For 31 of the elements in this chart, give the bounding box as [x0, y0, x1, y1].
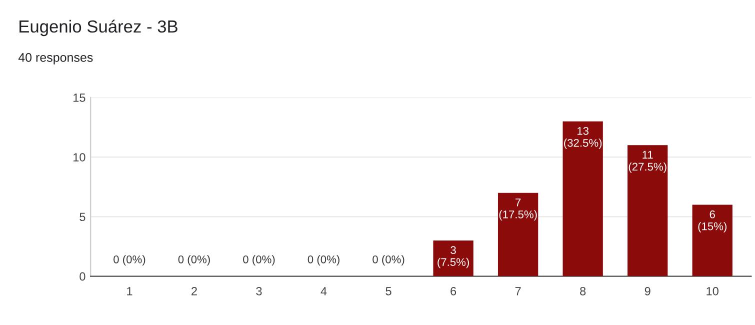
x-tick-label: 1	[127, 287, 132, 296]
chart-title: Eugenio Suárez - 3B	[20, 20, 178, 36]
data-label: 0 (0%)	[243, 255, 275, 266]
y-tick-label: 0	[80, 272, 86, 281]
data-label: 3 (7.5%)	[438, 246, 469, 268]
y-tick-label: 15	[74, 94, 86, 102]
x-tick-label: 8	[580, 286, 586, 296]
bar	[433, 240, 474, 276]
data-label: 13 (32.5%)	[564, 126, 602, 150]
x-tick-label: 2	[192, 286, 197, 296]
data-label: 0 (0%)	[178, 255, 210, 266]
data-label: 0 (0%)	[114, 255, 146, 266]
bar	[498, 192, 538, 276]
data-label: 0 (0%)	[308, 255, 340, 266]
data-label: 0 (0%)	[372, 255, 404, 266]
x-tick-label: 6	[450, 286, 456, 296]
x-tick-label: 4	[320, 287, 327, 296]
y-tick-label: 5	[80, 212, 86, 222]
chart-subtitle: 40 responses	[18, 53, 93, 64]
x-tick-label: 5	[386, 287, 392, 296]
x-tick-label: 9	[644, 286, 650, 296]
bar	[692, 204, 732, 276]
x-tick-label: 7	[515, 287, 521, 296]
bar	[628, 145, 668, 276]
data-label: 6 (15%)	[698, 210, 726, 232]
y-tick-label: 10	[74, 153, 86, 162]
x-tick-label: 10	[706, 286, 718, 296]
data-label: 11 (27.5%)	[628, 150, 666, 173]
x-tick-label: 3	[256, 286, 262, 296]
data-label: 7 (17.5%)	[499, 198, 537, 221]
bar	[562, 121, 603, 276]
